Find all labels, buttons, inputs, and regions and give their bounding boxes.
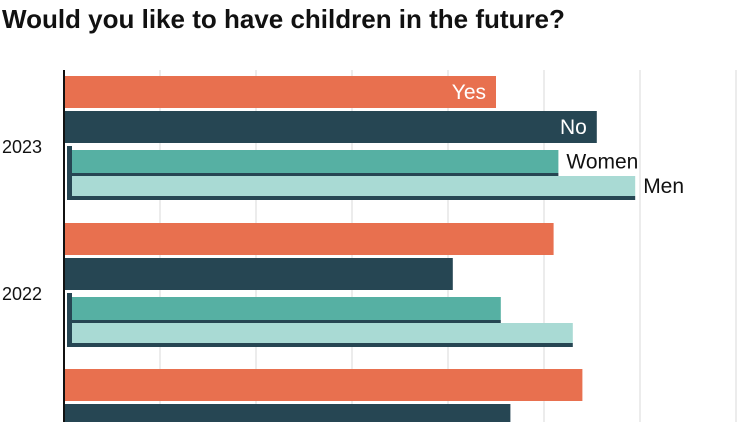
bar-shadow-women <box>68 320 501 324</box>
bar-yes-partial <box>64 369 583 401</box>
category-label-2023: 2023 <box>2 137 42 157</box>
bar-no-2022 <box>64 258 453 290</box>
bar-stub-women <box>67 293 72 324</box>
category-label-2022: 2022 <box>2 284 42 304</box>
bar-women-2022 <box>72 297 501 320</box>
bar-shadow-men <box>68 343 573 347</box>
category-tick-labels: 2023 2022 <box>2 137 42 304</box>
bars <box>64 76 636 422</box>
bar-yes-2023 <box>64 76 496 108</box>
bar-men-2022 <box>72 323 573 343</box>
series-label-men: Men <box>643 175 684 198</box>
bar-stub-men <box>67 172 72 200</box>
bar-stub-men <box>67 319 72 347</box>
series-label-yes: Yes <box>452 81 486 104</box>
bar-stub-women <box>67 146 72 177</box>
bar-no-partial <box>64 404 511 422</box>
series-label-women: Women <box>566 151 638 174</box>
bar-women-2023 <box>72 150 559 173</box>
bar-no-2023 <box>64 111 597 143</box>
bar-shadow-men <box>68 196 636 200</box>
bar-shadow-women <box>68 173 559 177</box>
chart-title: Would you like to have children in the f… <box>2 4 565 34</box>
bar-yes-2022 <box>64 223 554 255</box>
series-label-no: No <box>560 116 587 139</box>
bar-men-2023 <box>72 176 636 196</box>
